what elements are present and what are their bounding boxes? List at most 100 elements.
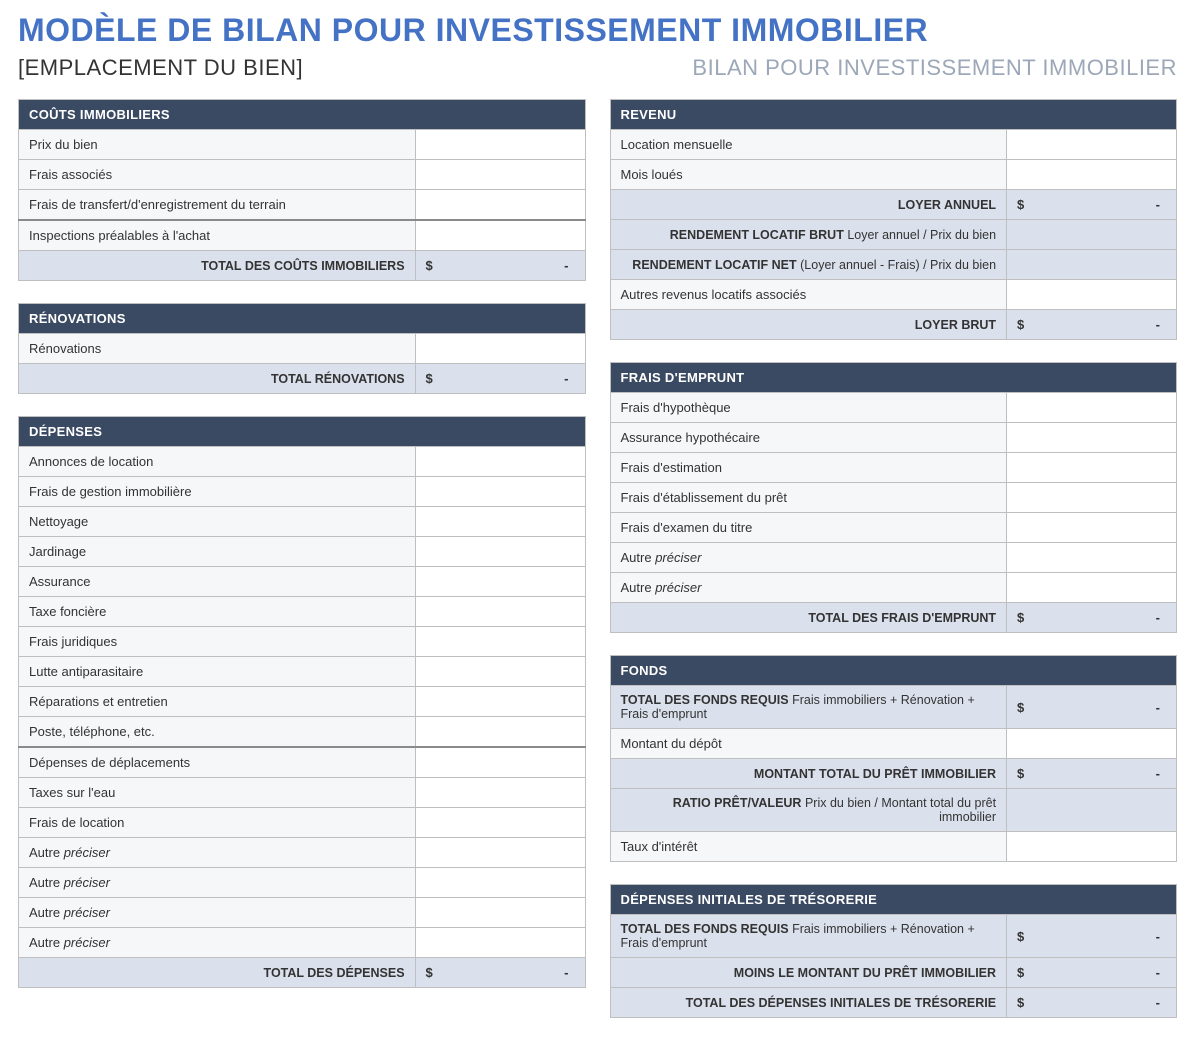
- total-label: TOTAL RÉNOVATIONS: [19, 364, 416, 394]
- row-value[interactable]: [415, 868, 585, 898]
- calc-label: RATIO PRÊT/VALEUR Prix du bien / Montant…: [610, 789, 1007, 832]
- row-value[interactable]: [1007, 832, 1177, 862]
- row-label: Frais juridiques: [19, 627, 416, 657]
- row-label: Frais de location: [19, 808, 416, 838]
- row-value[interactable]: [1007, 543, 1177, 573]
- calc-label: MOINS LE MONTANT DU PRÊT IMMOBILIER: [610, 958, 1007, 988]
- subhead: [EMPLACEMENT DU BIEN] BILAN POUR INVESTI…: [18, 55, 1177, 81]
- row-value[interactable]: [415, 597, 585, 627]
- section-header: RÉNOVATIONS: [19, 304, 586, 334]
- row-label: Nettoyage: [19, 507, 416, 537]
- row-value[interactable]: [1007, 280, 1177, 310]
- row-label: Inspections préalables à l'achat: [19, 220, 416, 251]
- row-value[interactable]: [415, 507, 585, 537]
- section-table: DÉPENSES INITIALES DE TRÉSORERIETOTAL DE…: [610, 884, 1178, 1018]
- row-label: Autre préciser: [19, 928, 416, 958]
- calc-value: [1007, 220, 1177, 250]
- row-label: Rénovations: [19, 334, 416, 364]
- section-header: FONDS: [610, 656, 1177, 686]
- row-value[interactable]: [415, 160, 585, 190]
- row-value[interactable]: [1007, 160, 1177, 190]
- calc-label: TOTAL DES FONDS REQUIS Frais immobiliers…: [610, 686, 1007, 729]
- calc-label: RENDEMENT LOCATIF NET (Loyer annuel - Fr…: [610, 250, 1007, 280]
- row-label: Annonces de location: [19, 447, 416, 477]
- row-label: Mois loués: [610, 160, 1007, 190]
- left-column: COÛTS IMMOBILIERSPrix du bienFrais assoc…: [18, 99, 586, 1018]
- row-value[interactable]: [415, 778, 585, 808]
- row-label: Réparations et entretien: [19, 687, 416, 717]
- row-value[interactable]: [415, 627, 585, 657]
- row-label: Frais d'hypothèque: [610, 393, 1007, 423]
- row-value[interactable]: [415, 747, 585, 778]
- row-label: Frais d'établissement du prêt: [610, 483, 1007, 513]
- total-value: $-: [415, 958, 585, 988]
- row-value[interactable]: [415, 334, 585, 364]
- section-table: RÉNOVATIONSRénovationsTOTAL RÉNOVATIONS$…: [18, 303, 586, 394]
- row-label: Frais de gestion immobilière: [19, 477, 416, 507]
- row-label: Frais associés: [19, 160, 416, 190]
- section-table: REVENULocation mensuelleMois loués LOYER …: [610, 99, 1178, 340]
- row-value[interactable]: [1007, 483, 1177, 513]
- row-label: Autre préciser: [610, 573, 1007, 603]
- section-header: FRAIS D'EMPRUNT: [610, 363, 1177, 393]
- row-value[interactable]: [415, 477, 585, 507]
- page-title: MODÈLE DE BILAN POUR INVESTISSEMENT IMMO…: [18, 12, 1177, 49]
- total-value: $-: [415, 364, 585, 394]
- row-value[interactable]: [415, 220, 585, 251]
- row-label: Autre préciser: [19, 898, 416, 928]
- row-value[interactable]: [1007, 729, 1177, 759]
- row-label: Poste, téléphone, etc.: [19, 717, 416, 748]
- row-label: Assurance hypothécaire: [610, 423, 1007, 453]
- row-value[interactable]: [1007, 573, 1177, 603]
- total-value: $-: [1007, 190, 1177, 220]
- total-value: $-: [1007, 958, 1177, 988]
- row-label: Lutte antiparasitaire: [19, 657, 416, 687]
- row-label: Autre préciser: [19, 838, 416, 868]
- right-column: REVENULocation mensuelleMois loués LOYER …: [610, 99, 1178, 1018]
- row-value[interactable]: [415, 717, 585, 748]
- section-table: FRAIS D'EMPRUNTFrais d'hypothèqueAssuran…: [610, 362, 1178, 633]
- total-value: $-: [1007, 310, 1177, 340]
- section-header: COÛTS IMMOBILIERS: [19, 100, 586, 130]
- row-value[interactable]: [415, 898, 585, 928]
- row-value[interactable]: [415, 657, 585, 687]
- row-label: Jardinage: [19, 537, 416, 567]
- calc-value: [1007, 250, 1177, 280]
- total-value: $-: [1007, 686, 1177, 729]
- row-label: Taxe foncière: [19, 597, 416, 627]
- row-label: Dépenses de déplacements: [19, 747, 416, 778]
- row-label: Autre préciser: [610, 543, 1007, 573]
- row-value[interactable]: [415, 447, 585, 477]
- row-value[interactable]: [1007, 393, 1177, 423]
- total-label: LOYER BRUT: [610, 310, 1007, 340]
- row-value[interactable]: [1007, 453, 1177, 483]
- row-value[interactable]: [415, 190, 585, 221]
- row-label: Montant du dépôt: [610, 729, 1007, 759]
- total-value: $-: [415, 251, 585, 281]
- row-value[interactable]: [1007, 423, 1177, 453]
- row-value[interactable]: [415, 808, 585, 838]
- row-value[interactable]: [1007, 130, 1177, 160]
- total-value: $-: [1007, 759, 1177, 789]
- row-value[interactable]: [415, 537, 585, 567]
- total-label: TOTAL DES DÉPENSES: [19, 958, 416, 988]
- row-label: Prix du bien: [19, 130, 416, 160]
- section-table: DÉPENSESAnnonces de locationFrais de ges…: [18, 416, 586, 988]
- section-header: REVENU: [610, 100, 1177, 130]
- property-location-placeholder: [EMPLACEMENT DU BIEN]: [18, 55, 303, 81]
- row-label: Taxes sur l'eau: [19, 778, 416, 808]
- row-value[interactable]: [415, 687, 585, 717]
- row-value[interactable]: [415, 928, 585, 958]
- row-label: Autres revenus locatifs associés: [610, 280, 1007, 310]
- calc-value: [1007, 789, 1177, 832]
- row-value[interactable]: [415, 130, 585, 160]
- calc-label: RENDEMENT LOCATIF BRUT Loyer annuel / Pr…: [610, 220, 1007, 250]
- row-label: Taux d'intérêt: [610, 832, 1007, 862]
- row-value[interactable]: [415, 567, 585, 597]
- section-header: DÉPENSES INITIALES DE TRÉSORERIE: [610, 885, 1177, 915]
- row-value[interactable]: [415, 838, 585, 868]
- calc-label: TOTAL DES FONDS REQUIS Frais immobiliers…: [610, 915, 1007, 958]
- row-label: Frais de transfert/d'enregistrement du t…: [19, 190, 416, 221]
- row-value[interactable]: [1007, 513, 1177, 543]
- row-label: Location mensuelle: [610, 130, 1007, 160]
